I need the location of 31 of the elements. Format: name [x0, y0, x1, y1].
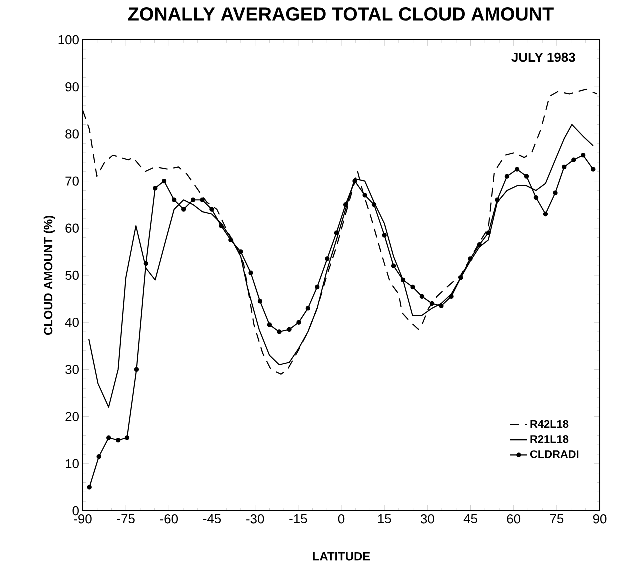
y-tick-label: 20 — [66, 412, 79, 422]
x-tick-label: -90 — [74, 514, 92, 524]
y-axis-title: CLOUD AMOUNT (%) — [44, 216, 56, 336]
x-tick-label: 0 — [338, 514, 345, 524]
x-tick-label: 60 — [507, 514, 521, 524]
y-tick-label: 40 — [65, 318, 79, 328]
y-tick-label: 30 — [66, 365, 79, 374]
annotation: JULY 1983 — [512, 52, 576, 62]
x-axis-title: LATITUDE — [313, 552, 370, 561]
y-tick-label: 70 — [66, 176, 79, 186]
y-tick-label: 50 — [66, 270, 79, 280]
x-tick-label: 30 — [420, 514, 434, 524]
x-tick-label: -60 — [160, 514, 178, 524]
x-tick-label: -45 — [203, 514, 222, 524]
legend-label: R21L18 — [530, 435, 569, 444]
x-tick-label: -75 — [117, 514, 135, 524]
y-tick-label: 90 — [66, 82, 79, 92]
x-tick-label: -15 — [290, 514, 308, 524]
x-tick-label: 15 — [378, 514, 392, 524]
x-tick-label: 90 — [593, 514, 607, 524]
y-tick-label: 10 — [66, 459, 79, 468]
legend-label: R42L18 — [530, 420, 569, 428]
legend-label: CLDRADI — [530, 450, 579, 458]
x-tick-label: 75 — [550, 514, 564, 524]
y-tick-label: 100 — [58, 35, 79, 45]
y-tick-label: 80 — [66, 130, 79, 139]
y-tick-label: 0 — [72, 506, 79, 516]
chart-title: ZONALLY AVERAGED TOTAL CLOUD AMOUNT — [128, 8, 554, 21]
x-tick-label: 45 — [464, 514, 478, 524]
x-tick-label: -30 — [246, 514, 264, 524]
y-tick-label: 60 — [66, 224, 79, 233]
